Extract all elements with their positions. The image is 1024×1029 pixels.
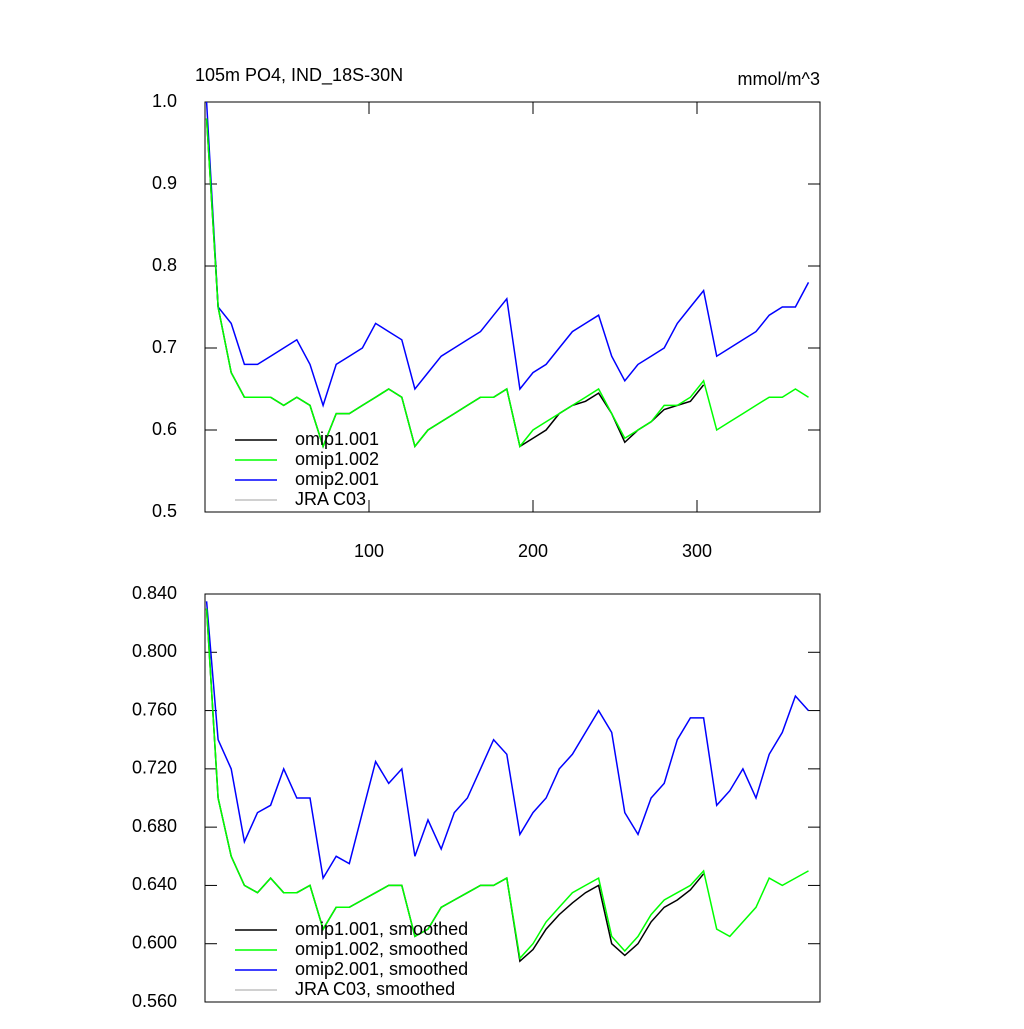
- legend-label: JRA C03: [295, 489, 366, 509]
- series-line: [205, 608, 809, 960]
- legend-label: omip1.001: [295, 429, 379, 449]
- y-tick-label: 0.800: [132, 641, 177, 661]
- y-tick-label: 0.600: [132, 932, 177, 952]
- y-tick-label: 0.760: [132, 699, 177, 719]
- plot-frame: [204, 101, 821, 513]
- chart-title: 105m PO4, IND_18S-30N: [195, 65, 403, 86]
- y-tick-label: 0.840: [132, 583, 177, 603]
- legend-label: omip1.002: [295, 449, 379, 469]
- y-tick-label: 0.560: [132, 991, 177, 1011]
- legend-label: omip1.002, smoothed: [295, 939, 468, 959]
- series-line: [205, 601, 810, 881]
- legend-label: JRA C03, smoothed: [295, 979, 455, 999]
- plot-frame: [204, 593, 821, 1003]
- y-tick-label: 0.8: [152, 255, 177, 275]
- y-tick-label: 0.680: [132, 816, 177, 836]
- legend-label: omip1.001, smoothed: [295, 919, 468, 939]
- x-tick-label: 100: [354, 541, 384, 561]
- y-tick-label: 0.640: [132, 874, 177, 894]
- y-tick-label: 1.0: [152, 91, 177, 111]
- series-line: [205, 608, 705, 963]
- series-line: [205, 118, 809, 449]
- units-label: mmol/m^3: [738, 69, 820, 89]
- y-tick-label: 0.5: [152, 501, 177, 521]
- y-tick-label: 0.6: [152, 419, 177, 439]
- legend-label: omip2.001, smoothed: [295, 959, 468, 979]
- y-tick-label: 0.9: [152, 173, 177, 193]
- series-line: [205, 118, 705, 449]
- y-tick-label: 0.720: [132, 758, 177, 778]
- y-tick-label: 0.7: [152, 337, 177, 357]
- x-tick-label: 200: [518, 541, 548, 561]
- legend-label: omip2.001: [295, 469, 379, 489]
- series-line: [205, 101, 810, 408]
- x-tick-label: 300: [682, 541, 712, 561]
